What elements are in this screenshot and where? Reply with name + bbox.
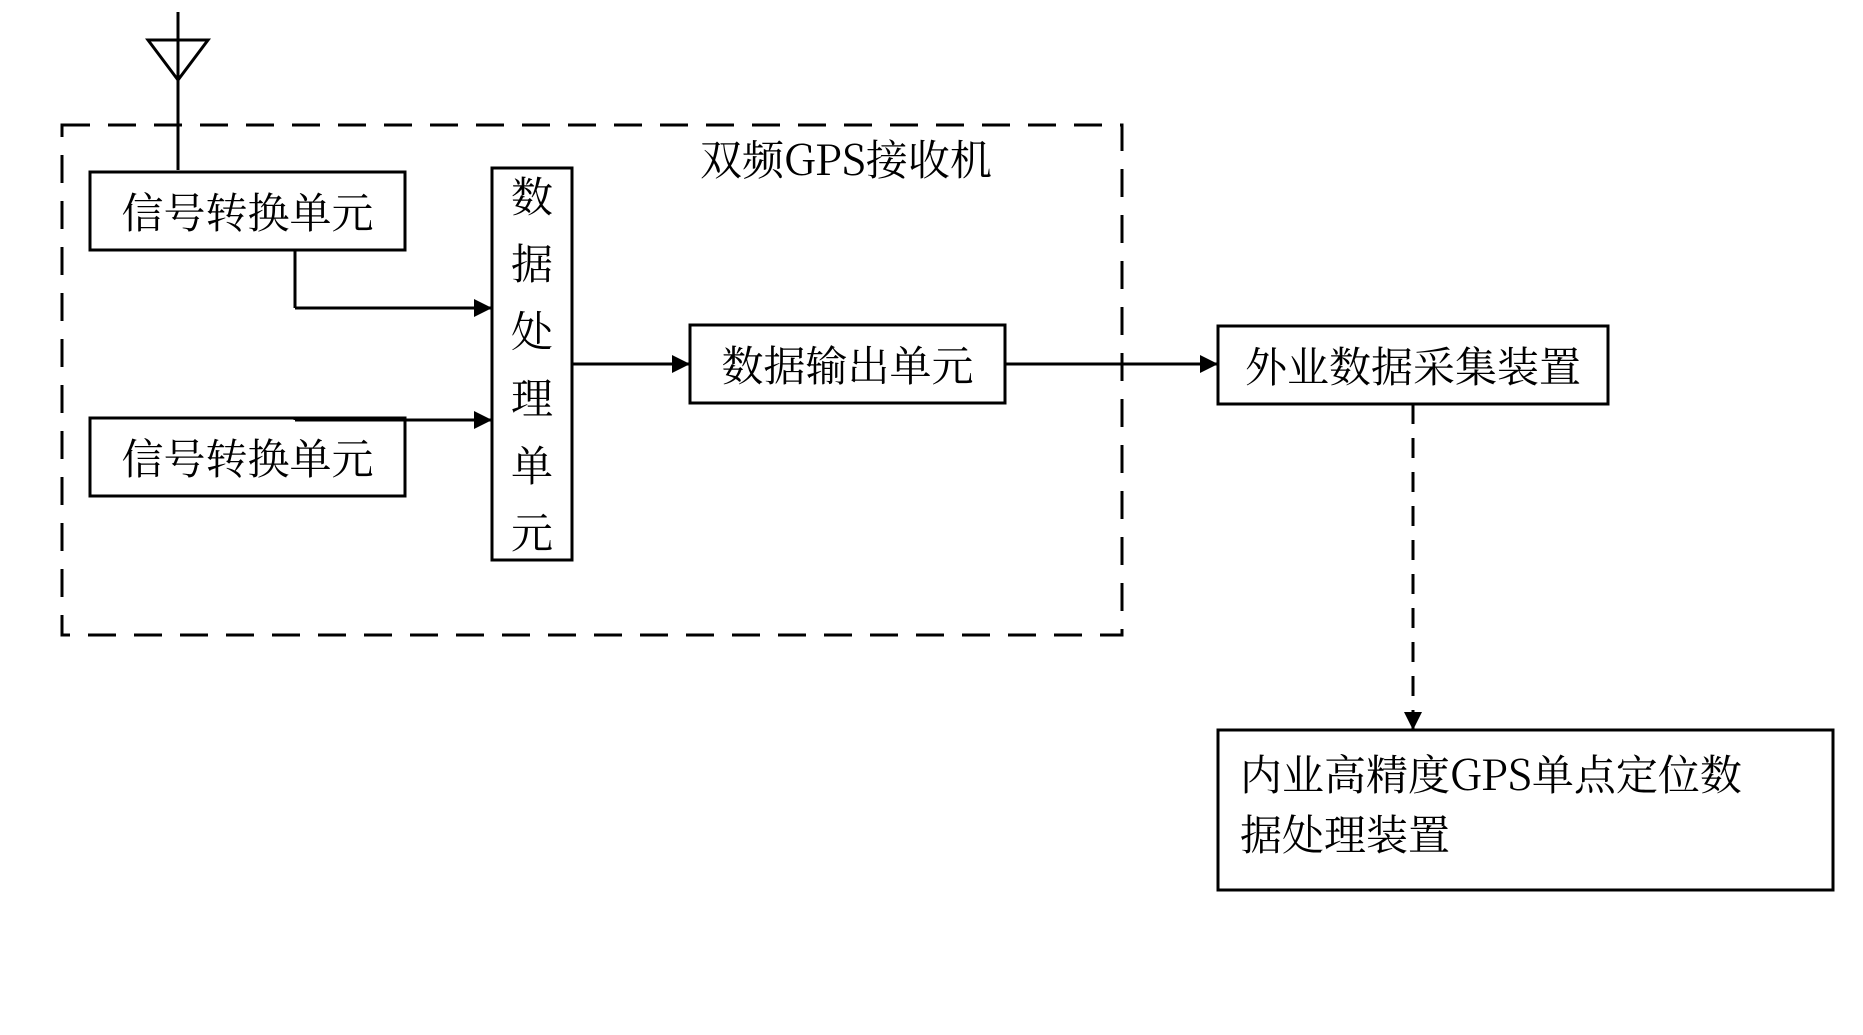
label-sig1: 信号转换单元: [121, 181, 373, 241]
label-sig2: 信号转换单元: [121, 427, 373, 487]
receiver-title: 双频GPS接收机: [700, 128, 992, 188]
label-out: 数据输出单元: [721, 334, 973, 394]
label-field: 外业数据采集装置: [1245, 335, 1581, 395]
